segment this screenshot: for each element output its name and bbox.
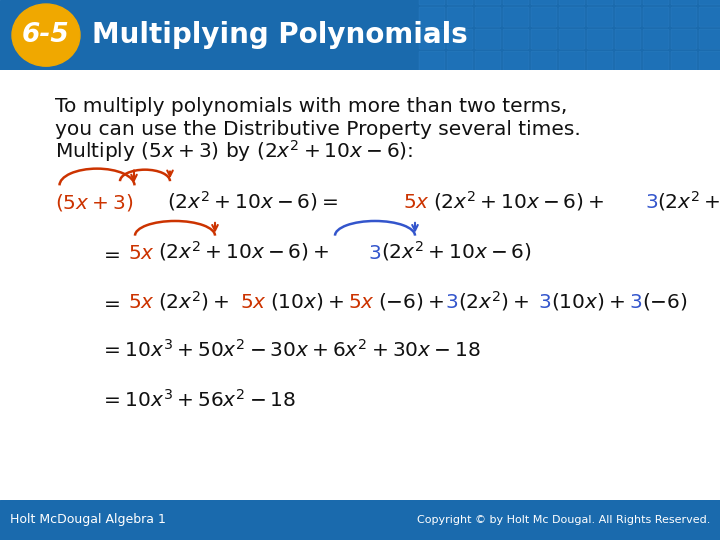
FancyBboxPatch shape [587, 0, 613, 5]
FancyBboxPatch shape [643, 51, 669, 71]
Text: $5x$: $5x$ [240, 293, 267, 312]
FancyBboxPatch shape [531, 7, 557, 27]
Text: $(10x) + $: $(10x) + $ [270, 292, 344, 312]
Text: Copyright © by Holt Mc Dougal. All Rights Reserved.: Copyright © by Holt Mc Dougal. All Right… [417, 515, 710, 525]
Text: $(-6) + $: $(-6) + $ [378, 292, 444, 312]
Text: $= 10x^3 + 50x^2 - 30x + 6x^2 + 30x - 18$: $= 10x^3 + 50x^2 - 30x + 6x^2 + 30x - 18… [100, 339, 480, 361]
Text: $(2x^2 + 10x - 6) + $: $(2x^2 + 10x - 6) + $ [433, 189, 604, 213]
FancyBboxPatch shape [559, 0, 585, 5]
FancyBboxPatch shape [475, 51, 501, 71]
FancyBboxPatch shape [559, 29, 585, 49]
FancyBboxPatch shape [699, 0, 720, 5]
FancyBboxPatch shape [615, 29, 641, 49]
FancyBboxPatch shape [419, 7, 445, 27]
FancyBboxPatch shape [587, 7, 613, 27]
FancyBboxPatch shape [447, 7, 473, 27]
FancyBboxPatch shape [671, 51, 697, 71]
FancyBboxPatch shape [475, 0, 501, 5]
FancyBboxPatch shape [643, 0, 669, 5]
FancyBboxPatch shape [643, 29, 669, 49]
FancyBboxPatch shape [531, 29, 557, 49]
FancyBboxPatch shape [615, 0, 641, 5]
Text: $3$: $3$ [368, 244, 381, 262]
FancyBboxPatch shape [671, 0, 697, 5]
Text: Multiply $(5x + 3)$ by $(2x^2 + 10x - 6)$:: Multiply $(5x + 3)$ by $(2x^2 + 10x - 6)… [55, 138, 413, 164]
Text: $3$: $3$ [629, 293, 642, 312]
Text: To multiply polynomials with more than two terms,: To multiply polynomials with more than t… [55, 97, 567, 116]
FancyBboxPatch shape [587, 51, 613, 71]
FancyBboxPatch shape [503, 29, 529, 49]
FancyBboxPatch shape [587, 29, 613, 49]
Text: $5x$: $5x$ [128, 293, 155, 312]
Text: $(2x^2) + $: $(2x^2) + $ [158, 289, 230, 313]
Text: $= $: $= $ [100, 244, 121, 262]
FancyBboxPatch shape [559, 7, 585, 27]
Text: $(2x^2 + 10x - 6)$: $(2x^2 + 10x - 6)$ [657, 189, 720, 213]
FancyBboxPatch shape [447, 29, 473, 49]
Text: $3$: $3$ [645, 193, 658, 212]
Text: $(2x^2 + 10x - 6)$: $(2x^2 + 10x - 6)$ [381, 239, 532, 264]
FancyBboxPatch shape [699, 51, 720, 71]
FancyBboxPatch shape [531, 51, 557, 71]
FancyBboxPatch shape [671, 7, 697, 27]
FancyBboxPatch shape [419, 0, 445, 5]
Text: $= $: $= $ [100, 293, 121, 312]
Text: $(2x^2 + 10x - 6) + $: $(2x^2 + 10x - 6) + $ [158, 239, 329, 264]
FancyBboxPatch shape [503, 0, 529, 5]
FancyBboxPatch shape [643, 7, 669, 27]
FancyBboxPatch shape [475, 7, 501, 27]
Text: $(10x) + $: $(10x) + $ [551, 292, 625, 312]
FancyBboxPatch shape [503, 51, 529, 71]
Text: $5x$: $5x$ [403, 193, 430, 212]
FancyBboxPatch shape [447, 0, 473, 5]
FancyBboxPatch shape [699, 7, 720, 27]
FancyBboxPatch shape [699, 29, 720, 49]
Text: Multiplying Polynomials: Multiplying Polynomials [92, 21, 468, 49]
Text: $(5x + 3)$: $(5x + 3)$ [55, 192, 133, 213]
Text: Holt McDougal Algebra 1: Holt McDougal Algebra 1 [10, 513, 166, 526]
Text: $= 10x^3 + 56x^2 - 18$: $= 10x^3 + 56x^2 - 18$ [100, 388, 296, 410]
Ellipse shape [12, 4, 80, 66]
FancyBboxPatch shape [531, 0, 557, 5]
Text: $(-6)$: $(-6)$ [642, 292, 688, 312]
FancyBboxPatch shape [671, 29, 697, 49]
FancyBboxPatch shape [559, 51, 585, 71]
Text: $5x$: $5x$ [348, 293, 375, 312]
Text: $(2x^2) + $: $(2x^2) + $ [458, 289, 529, 313]
FancyBboxPatch shape [419, 29, 445, 49]
FancyBboxPatch shape [419, 51, 445, 71]
FancyBboxPatch shape [503, 7, 529, 27]
Text: $3$: $3$ [445, 293, 458, 312]
FancyBboxPatch shape [615, 7, 641, 27]
FancyBboxPatch shape [475, 29, 501, 49]
FancyBboxPatch shape [447, 51, 473, 71]
FancyBboxPatch shape [615, 51, 641, 71]
Text: $(2x^2 + 10x - 6) = $: $(2x^2 + 10x - 6) = $ [167, 189, 338, 213]
Text: $3$: $3$ [538, 293, 551, 312]
Text: you can use the Distributive Property several times.: you can use the Distributive Property se… [55, 120, 581, 139]
Text: 6-5: 6-5 [22, 22, 70, 48]
Text: $5x$: $5x$ [128, 244, 155, 262]
